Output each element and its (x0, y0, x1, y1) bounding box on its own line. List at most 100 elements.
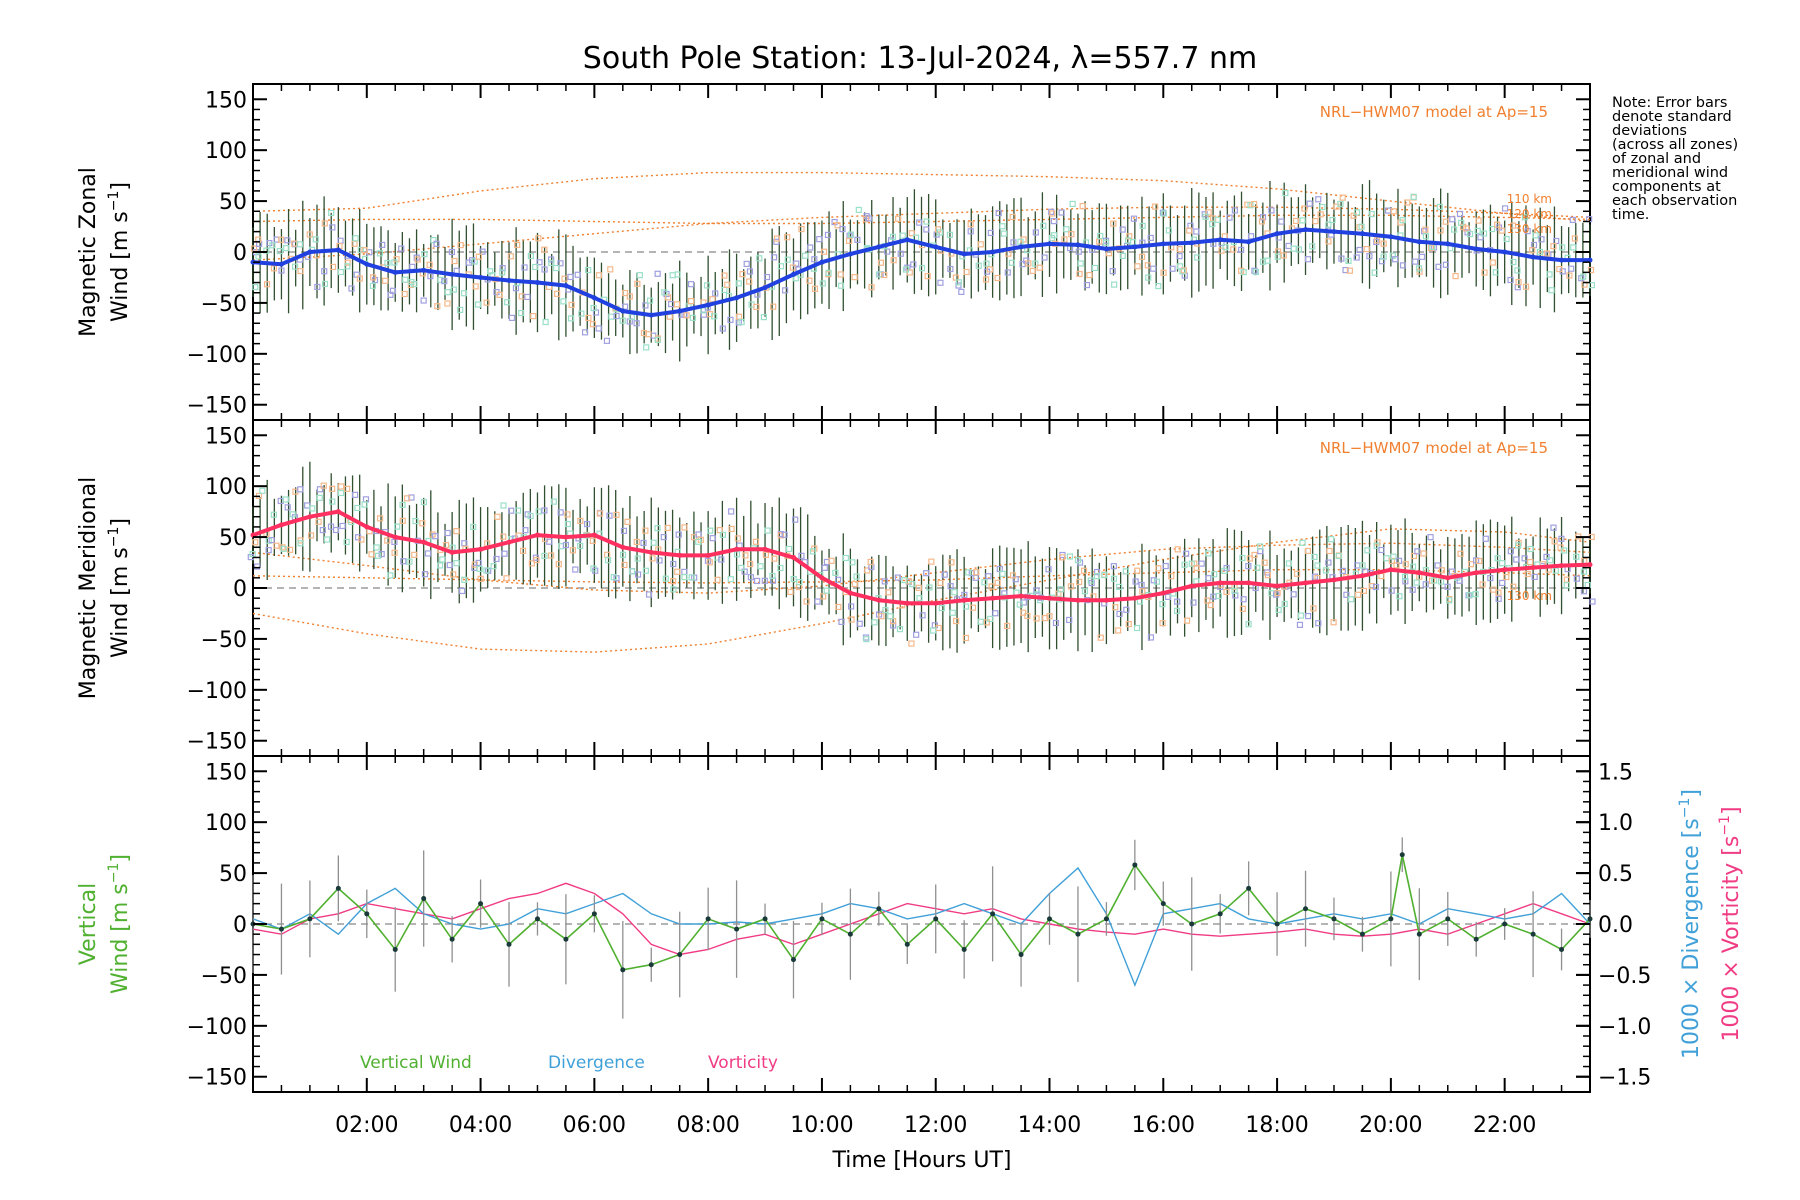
meridional-zone-point (1409, 563, 1417, 570)
meridional-zone-point (252, 539, 259, 546)
zonal-zone-point (270, 265, 278, 272)
zonal-zone-point (1138, 253, 1146, 260)
meridional-zone-point (890, 622, 897, 629)
zonal-zone-point (1041, 254, 1048, 261)
zonal-zone-point (668, 300, 675, 308)
meridional-zone-point (1494, 555, 1501, 562)
meridional-zone-point (562, 541, 570, 549)
meridional-zone-point (1521, 555, 1528, 562)
meridional-zone-point (307, 532, 315, 539)
y2-tick-label: 1.0 (1598, 811, 1633, 836)
meridional-zone-point (527, 512, 534, 520)
meridional-ytick-label: 0 (233, 577, 247, 602)
zonal-zone-point (1083, 281, 1091, 289)
meridional-zone-point (619, 551, 627, 558)
meridional-zone-point (1413, 579, 1420, 586)
meridional-zone-point (329, 485, 336, 492)
zonal-zone-point (1366, 253, 1373, 260)
zonal-wind-point (677, 308, 683, 314)
zonal-wind-point (563, 283, 569, 289)
zonal-zone-point (824, 231, 832, 239)
zonal-wind-point (421, 267, 427, 273)
meridional-zone-point (1246, 555, 1253, 562)
meridional-zone-point (1479, 581, 1486, 588)
meridional-zone-point (1285, 560, 1293, 567)
zonal-zone-point (798, 225, 805, 233)
meridional-zone-point (541, 552, 548, 559)
meridional-zone-point (719, 531, 727, 538)
zonal-zone-point (1350, 212, 1357, 219)
meridional-wind-point (364, 524, 370, 530)
meridional-zone-point (926, 584, 933, 591)
meridional-zone-point (1257, 543, 1264, 550)
meridional-zone-point (1495, 595, 1502, 602)
zonal-zone-point (773, 235, 781, 242)
meridional-zone-point (1033, 615, 1040, 622)
meridional-zone-point (1335, 552, 1342, 560)
vertical-wind-point (1018, 952, 1024, 958)
meridional-zone-point (1448, 568, 1455, 575)
zonal-zone-point (450, 286, 457, 293)
meridional-zone-point (1311, 553, 1318, 560)
meridional-zone-point (909, 581, 916, 588)
zonal-wind-point (1445, 241, 1451, 247)
zonal-wind-point (478, 274, 484, 280)
zonal-zone-point (1435, 263, 1442, 270)
vertical-wind-point (677, 952, 683, 958)
ylabel-meridional: Magnetic Meridional Wind [m s−1] (76, 477, 133, 699)
meridional-wind-point (1416, 570, 1422, 576)
zonal-zone-point (1548, 287, 1555, 294)
meridional-zone-point (645, 591, 653, 598)
zonal-zone-point (1264, 257, 1271, 264)
y2-tick-label: −1.5 (1598, 1066, 1651, 1091)
meridional-zone-point (315, 518, 322, 525)
meridional-zone-point (284, 504, 291, 511)
meridional-zone-point (1304, 612, 1312, 620)
zonal-zone-point (897, 250, 904, 257)
vertical-wind-point (421, 896, 427, 902)
zonal-zone-point (379, 241, 386, 249)
y2label-vorticity-text: 1000 × Vorticity [s−1] (1717, 806, 1744, 1041)
zonal-zone-point (847, 231, 855, 238)
meridional-zone-point (1339, 567, 1346, 574)
meridional-zone-point (1561, 547, 1568, 554)
zonal-zone-point (1371, 269, 1378, 276)
zonal-zone-point (721, 272, 728, 279)
zonal-zone-point (748, 301, 755, 308)
meridional-zone-point (1087, 577, 1094, 584)
meridional-zone-point (590, 565, 597, 572)
meridional-zone-point (856, 620, 863, 627)
meridional-zone-point (785, 545, 793, 553)
meridional-zone-point (762, 551, 769, 558)
meridional-wind-point (1103, 597, 1109, 603)
zonal-zone-point (1214, 216, 1221, 223)
meridional-zone-point (853, 573, 860, 580)
chart-title: South Pole Station: 13-Jul-2024, λ=557.7… (583, 41, 1257, 76)
meridional-zone-point (564, 511, 571, 518)
zonal-zone-point (784, 234, 791, 241)
zonal-zone-point (1451, 226, 1458, 233)
zonal-zone-point (1392, 256, 1399, 263)
zonal-zone-point (1186, 227, 1193, 234)
meridional-zone-point (584, 520, 591, 528)
zonal-zone-point (1180, 267, 1187, 274)
note-line: components at (1612, 179, 1721, 195)
zonal-zone-point (1068, 231, 1075, 238)
zonal-wind-point (876, 244, 882, 250)
meridional-wind-point (1274, 583, 1280, 589)
meridional-zone-point (1446, 597, 1453, 604)
zonal-zone-point (967, 228, 974, 235)
xtick-label: 16:00 (1132, 1113, 1195, 1138)
meridional-zone-point (1211, 571, 1218, 578)
zonal-zone-point (1218, 247, 1225, 254)
meridional-zone-point (838, 618, 845, 625)
zonal-zone-point (1345, 257, 1352, 265)
zonal-zone-point (1317, 211, 1324, 218)
meridional-zone-point (1396, 593, 1403, 600)
zonal-zone-point (1532, 232, 1539, 239)
zonal-zone-point (1076, 270, 1083, 278)
ylabel-meridional-line2: Wind [m s−1] (106, 518, 133, 658)
ylabel-zonal-line2: Wind [m s−1] (106, 182, 133, 322)
zonal-zone-point (792, 275, 799, 282)
meridional-wind-point (705, 552, 711, 558)
